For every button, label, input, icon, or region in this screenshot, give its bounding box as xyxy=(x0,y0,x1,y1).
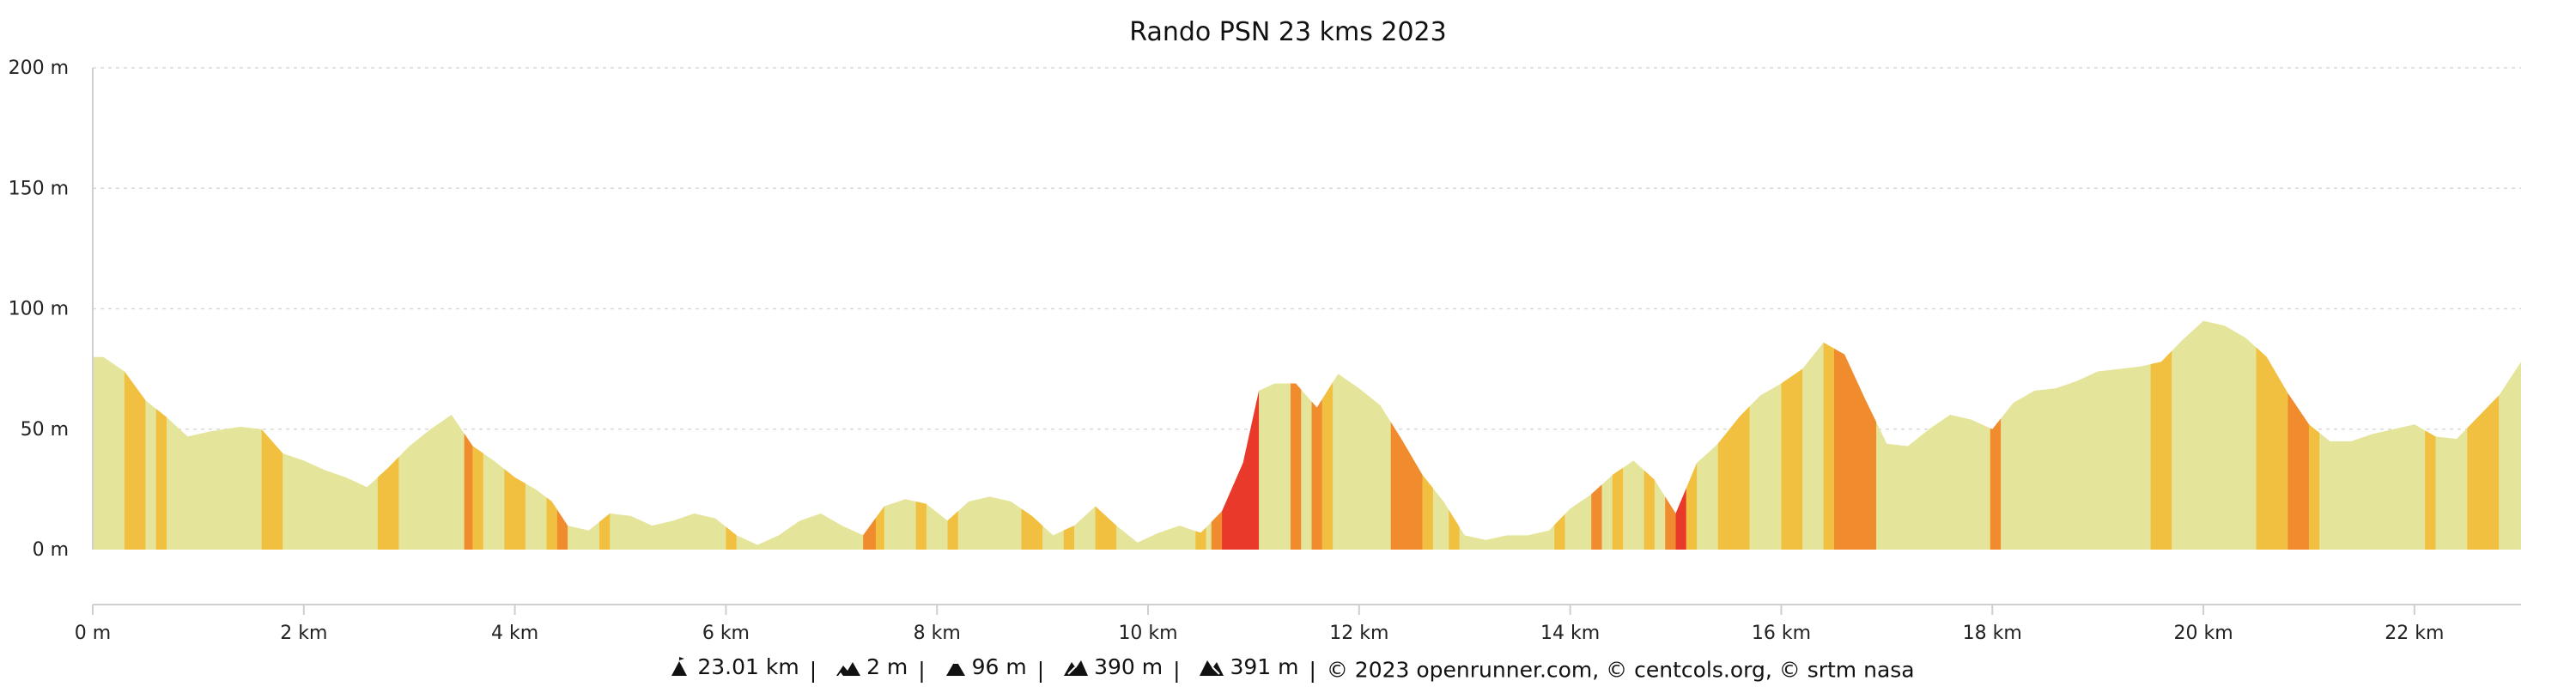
separator: | xyxy=(918,657,926,683)
x-tick-label: 6 km xyxy=(702,623,750,644)
min-altitude-value: 2 m xyxy=(866,654,908,679)
credits-text: © 2023 openrunner.com, © centcols.org, ©… xyxy=(1326,657,1915,683)
ascent-stat: 390 m xyxy=(1054,654,1163,679)
slope-band-moderate xyxy=(2150,320,2172,550)
distance-stat: 23.01 km xyxy=(661,654,799,679)
ascent-value: 390 m xyxy=(1094,654,1163,679)
slope-band-moderate xyxy=(1021,320,1043,550)
y-tick-labels: 0 m 50 m 100 m 150 m 200 m xyxy=(9,58,69,561)
x-tick-label: 18 km xyxy=(1963,623,2022,644)
max-altitude-stat: 96 m xyxy=(936,654,1027,679)
x-tick-labels: 0 m 2 km 4 km 6 km 8 km 10 km 12 km 14 km 16 km 1… xyxy=(75,605,2444,644)
slope-band-moderate xyxy=(504,320,526,550)
axes xyxy=(92,68,2521,605)
x-tick-label: 16 km xyxy=(1752,623,1811,644)
min-altitude-stat: 2 m xyxy=(827,654,908,679)
x-tick-label: 12 km xyxy=(1329,623,1388,644)
max-altitude-value: 96 m xyxy=(971,654,1027,679)
chart-title: Rando PSN 23 kms 2023 xyxy=(1129,17,1447,47)
descent-icon xyxy=(1200,660,1224,676)
elevation-profile-fill xyxy=(93,320,2521,550)
y-tick-label: 100 m xyxy=(9,299,69,320)
x-tick-label: 0 m xyxy=(75,623,111,644)
x-tick-label: 14 km xyxy=(1540,623,1600,644)
separator: | xyxy=(1309,657,1316,683)
y-tick-label: 200 m xyxy=(9,58,69,79)
separator: | xyxy=(1036,657,1045,683)
x-tick-label: 2 km xyxy=(280,623,327,644)
elevation-profile-chart: 0 m 50 m 100 m 150 m 200 m 0 m 2 km 4 km 6 km 8 … xyxy=(9,58,2521,644)
route-stats-footer: 23.01 km | 2 m | 96 m | 390 m | 391 m | … xyxy=(0,654,2576,683)
distance-value: 23.01 km xyxy=(697,654,799,679)
distance-icon xyxy=(671,656,688,676)
min-altitude-icon xyxy=(836,661,861,676)
y-tick-label: 0 m xyxy=(33,539,69,561)
max-altitude-icon xyxy=(945,659,965,676)
slope-band-moderate xyxy=(2308,320,2320,550)
descent-value: 391 m xyxy=(1230,654,1299,679)
descent-stat: 391 m xyxy=(1190,654,1299,679)
separator: | xyxy=(809,657,817,683)
slope-band-moderate xyxy=(1823,320,1834,550)
x-tick-label: 20 km xyxy=(2173,623,2233,644)
y-tick-label: 150 m xyxy=(9,178,69,199)
separator: | xyxy=(1173,657,1181,683)
x-tick-label: 22 km xyxy=(2385,623,2444,644)
x-tick-label: 10 km xyxy=(1118,623,1177,644)
ascent-icon xyxy=(1064,660,1089,676)
slope-band-moderate xyxy=(1781,320,1803,550)
x-tick-label: 4 km xyxy=(491,623,538,644)
x-tick-label: 8 km xyxy=(914,623,961,644)
y-tick-label: 50 m xyxy=(21,419,69,441)
